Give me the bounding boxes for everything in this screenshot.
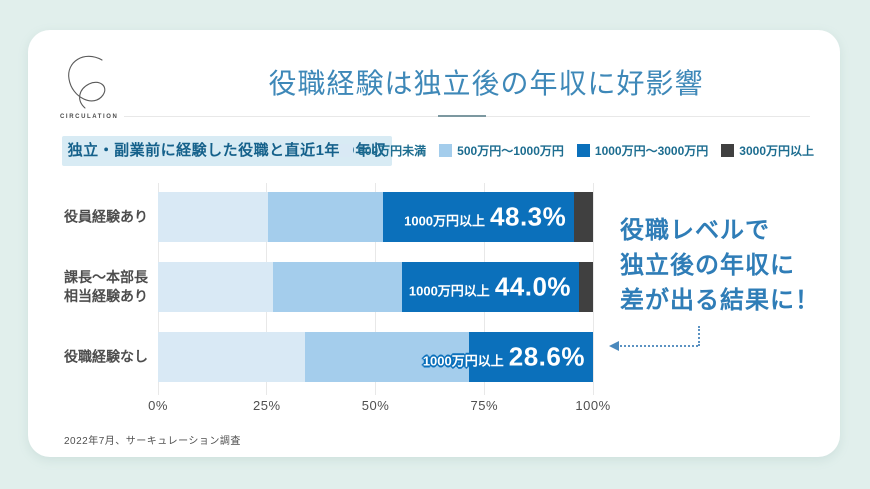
stacked-bar: 1000万円以上 48.3% bbox=[158, 192, 593, 242]
page-title: 役職経験は独立後の年収に好影響 bbox=[268, 68, 704, 99]
category-label: 役職経験なし bbox=[64, 348, 148, 365]
x-tick-label: 100% bbox=[575, 398, 611, 413]
bar-segment bbox=[268, 192, 383, 242]
x-tick-label: 0% bbox=[148, 398, 168, 413]
annotation-text: 役職レベルで 独立後の年収に 差が出る結果に！ bbox=[620, 214, 835, 318]
legend-swatch bbox=[576, 144, 590, 157]
bar-label-prefix: 1000万円以上 bbox=[422, 353, 504, 369]
bar-row: 役員経験あり 1000万円以上 48.3% bbox=[28, 192, 603, 242]
legend-item: 1000万円〜3000万円 bbox=[576, 142, 709, 159]
x-tick-label: 50% bbox=[361, 398, 390, 413]
stacked-bar: 1000万円以上 28.6% bbox=[158, 332, 593, 382]
bar-segment: 1000万円以上 28.6% bbox=[423, 332, 593, 382]
bar-label-prefix: 1000万円以上 bbox=[408, 283, 490, 299]
bar-row: 役職経験なし 1000万円以上 28.6% bbox=[28, 332, 603, 382]
infographic-card: CIRCULATION 役職経験は独立後の年収に好影響 独立・副業前に経験した役… bbox=[28, 30, 840, 457]
bar-segment bbox=[579, 262, 593, 312]
bar-segment bbox=[158, 332, 306, 382]
legend-item: 3000万円以上 bbox=[721, 142, 814, 159]
gridline bbox=[592, 183, 594, 395]
bar-value-label: 1000万円以上 44.0% bbox=[409, 272, 571, 303]
bar-label-value: 28.6% bbox=[508, 341, 585, 372]
title-divider-accent bbox=[438, 115, 486, 117]
bar-value-label: 1000万円以上 28.6% bbox=[423, 342, 585, 373]
annotation-connector-horizontal bbox=[620, 345, 698, 347]
x-axis: 0% 25% 50% 75% 100% bbox=[148, 398, 610, 414]
category-label: 役員経験あり bbox=[64, 208, 148, 225]
legend-label: 500万円〜1000万円 bbox=[457, 144, 564, 158]
legend-swatch bbox=[340, 144, 354, 157]
bar-value-label: 1000万円以上 48.3% bbox=[404, 202, 566, 233]
annotation-arrow-icon bbox=[609, 341, 619, 351]
legend-item: 500万円未満 bbox=[340, 142, 426, 159]
legend-label: 1000万円〜3000万円 bbox=[594, 144, 709, 158]
bar-segment bbox=[158, 192, 269, 242]
legend-swatch bbox=[439, 144, 453, 157]
category-label: 課長〜本部長 相当経験あり bbox=[64, 269, 148, 304]
legend: 500万円未満 500万円〜1000万円 1000万円〜3000万円 3000万円以上 bbox=[340, 142, 814, 159]
legend-label: 500万円未満 bbox=[358, 144, 427, 158]
x-tick-label: 75% bbox=[470, 398, 499, 413]
bar-segment bbox=[158, 262, 273, 312]
legend-item: 500万円〜1000万円 bbox=[439, 142, 564, 159]
bar-segment: 1000万円以上 44.0% bbox=[401, 262, 580, 312]
bar-label-prefix: 1000万円以上 bbox=[404, 213, 486, 229]
circulation-logo-icon bbox=[68, 55, 106, 109]
bar-segment bbox=[305, 332, 469, 382]
stacked-bar: 1000万円以上 44.0% bbox=[158, 262, 593, 312]
bar-segment: 1000万円以上 48.3% bbox=[382, 192, 575, 242]
legend-swatch bbox=[721, 144, 735, 157]
bar-label-value: 48.3% bbox=[490, 201, 567, 232]
annotation-line: 差が出る結果に！ bbox=[620, 286, 820, 314]
brand-name: CIRCULATION bbox=[60, 114, 119, 120]
bar-label-value: 44.0% bbox=[494, 271, 572, 302]
annotation-line: 独立後の年収に bbox=[620, 251, 795, 279]
legend-label: 3000万円以上 bbox=[739, 144, 814, 158]
annotation-line: 役職レベルで bbox=[620, 217, 770, 244]
annotation-connector-vertical bbox=[698, 326, 700, 346]
bar-rows: 役員経験あり 1000万円以上 48.3% 課長〜本部長 相当経験あり 1000万円以上 4… bbox=[28, 192, 603, 402]
bar-segment bbox=[574, 192, 593, 242]
bar-segment bbox=[272, 262, 402, 312]
bar-row: 課長〜本部長 相当経験あり 1000万円以上 44.0% bbox=[28, 262, 603, 312]
chart-title-badge: 独立・副業前に経験した役職と直近1年の年収 bbox=[62, 136, 392, 166]
source-note: 2022年7月、サーキュレーション調査 bbox=[64, 436, 241, 447]
x-tick-label: 25% bbox=[252, 398, 281, 413]
